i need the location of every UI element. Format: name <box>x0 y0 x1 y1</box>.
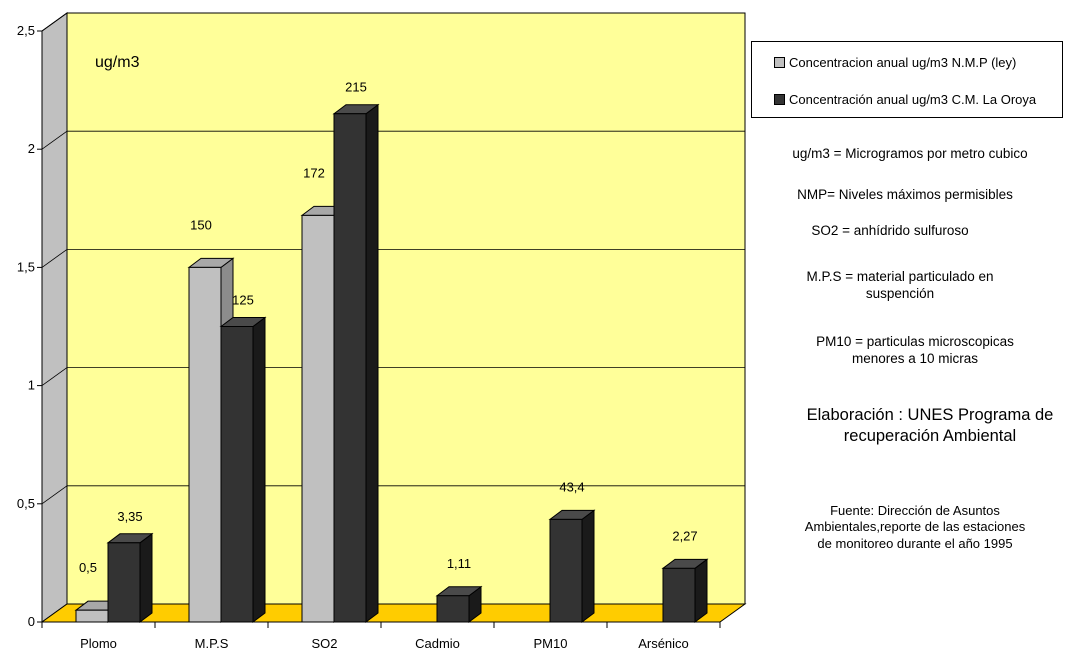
gridline-side <box>41 249 68 268</box>
gridline-side <box>41 12 68 32</box>
gridline-side <box>41 130 68 150</box>
legend-item-nmp: Concentracion anual ug/m3 N.M.P (ley) <box>774 55 1016 70</box>
legend-item-oroya: Concentración anual ug/m3 C.M. La Oroya <box>774 92 1036 107</box>
note-elaboracion: Elaboración : UNES Programa de recuperac… <box>806 406 1054 445</box>
data-label-oroya: 43,4 <box>559 479 584 494</box>
x-tick-label: SO2 <box>311 636 337 650</box>
chart-legend: Concentracion anual ug/m3 N.M.P (ley) Co… <box>751 41 1063 118</box>
bar-oroya <box>219 316 267 623</box>
note-mps: M.P.S = material particulado en suspenci… <box>806 269 994 301</box>
legend-label-nmp: Concentracion anual ug/m3 N.M.P (ley) <box>789 55 1017 70</box>
data-label-oroya: 3,35 <box>117 509 142 524</box>
data-label-oroya: 125 <box>232 293 254 308</box>
note-pm10: PM10 = particulas microscopicas menores … <box>816 334 1014 366</box>
bar-oroya <box>106 532 154 623</box>
note-fuente: Fuente: Dirección de Asuntos Ambientales… <box>804 503 1026 551</box>
note-so2: SO2 = anhídrido sulfuroso <box>811 223 969 238</box>
y-tick-label: 2,5 <box>17 23 35 38</box>
legend-label-oroya: Concentración anual ug/m3 C.M. La Oroya <box>789 92 1037 107</box>
bar-oroya <box>548 509 596 623</box>
note-units: ug/m3 = Microgramos por metro cubico <box>792 146 1028 161</box>
x-tick-label: Cadmio <box>415 636 460 650</box>
x-tick-label: PM10 <box>534 636 568 650</box>
data-label-oroya: 215 <box>345 80 367 95</box>
data-label-oroya: 2,27 <box>672 528 697 543</box>
data-label-nmp: 150 <box>190 217 212 232</box>
note-nmp: NMP= Niveles máximos permisibles <box>797 187 1013 202</box>
y-tick-label: 0 <box>28 614 35 629</box>
x-tick-label: Plomo <box>80 636 117 650</box>
legend-swatch-dark <box>774 94 785 105</box>
gridline-side <box>41 367 68 386</box>
data-label-nmp: 0,5 <box>79 560 97 575</box>
plot-side-wall <box>41 12 68 623</box>
plot-back-wall <box>66 12 746 605</box>
y-tick-label: 0,5 <box>17 496 35 511</box>
legend-swatch-gray <box>774 57 785 68</box>
x-tick-label: Arsénico <box>638 636 689 650</box>
y-tick-label: 1 <box>28 378 35 393</box>
y-tick-label: 2 <box>28 141 35 156</box>
x-tick-label: M.P.S <box>195 636 229 650</box>
data-label-oroya: 1,11 <box>447 556 471 571</box>
gridline-side <box>41 485 68 505</box>
bar-oroya <box>435 585 483 623</box>
unit-label: ug/m3 <box>95 54 140 71</box>
data-label-nmp: 172 <box>303 165 325 180</box>
y-tick-label: 1,5 <box>17 259 35 274</box>
bar-chart: 0 0,5 1 1,5 2 2,5 Plomo M.P.S SO2 Cadmio PM10 Arsén… <box>17 12 747 650</box>
bar-oroya <box>661 558 709 623</box>
bar-oroya <box>332 103 380 623</box>
